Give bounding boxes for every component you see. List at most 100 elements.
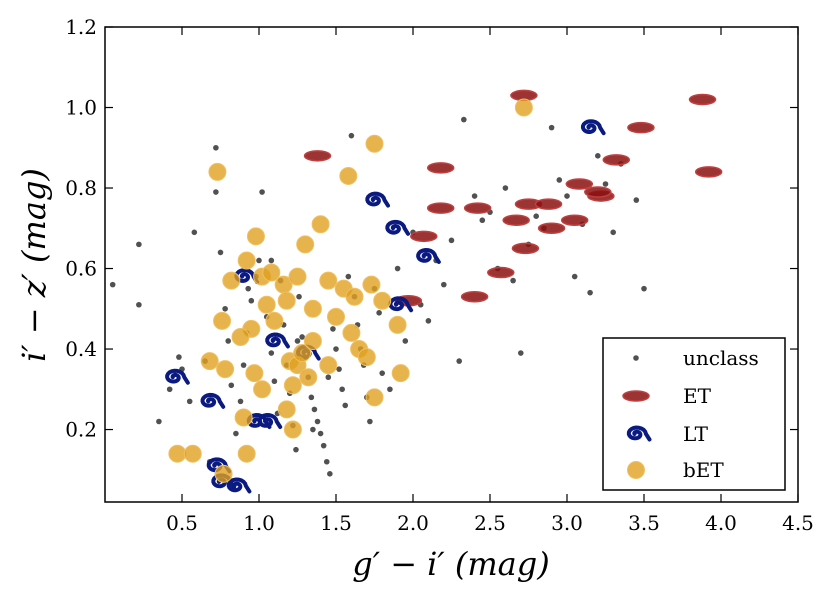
bET-point-39 (277, 400, 296, 419)
unclass-point-8 (191, 229, 198, 236)
ET-point-5 (602, 154, 631, 166)
data-points (109, 89, 723, 502)
unclass-point-71 (456, 358, 463, 364)
bET-point-14 (319, 271, 338, 290)
unclass-point-84 (556, 177, 563, 183)
unclass-point-95 (268, 257, 275, 264)
unclass-point-67 (425, 318, 432, 324)
bET-point-9 (262, 263, 281, 282)
x-tick-label-1: 1.0 (243, 511, 275, 535)
LT-point-4 (234, 268, 260, 285)
LT-point-9 (200, 392, 226, 409)
bET-point-2 (208, 162, 227, 181)
bET-point-5 (246, 227, 265, 246)
unclass-point-24 (259, 189, 265, 195)
ET-point-15 (560, 214, 589, 226)
LT-point-5 (388, 296, 414, 313)
unclass-point-0 (109, 281, 116, 288)
unclass-point-21 (248, 297, 255, 304)
ET-point-7 (565, 178, 594, 190)
bET-point-37 (283, 376, 302, 395)
LT-point-3 (416, 248, 441, 264)
x-tick-label-8: 4.5 (782, 511, 814, 535)
unclass-point-51 (345, 273, 352, 280)
ET-point-16 (537, 222, 566, 235)
LT-point-2 (385, 219, 411, 236)
bET-point-1 (365, 134, 384, 153)
legend-label-unclass: unclass (683, 346, 759, 370)
legend-item-ET: ET (622, 384, 712, 408)
series-bET (168, 98, 533, 483)
bET-point-20 (303, 299, 322, 318)
unclass-point-69 (441, 281, 447, 288)
bET-point-34 (391, 364, 410, 383)
unclass-point-44 (323, 458, 330, 465)
unclass-point-42 (317, 430, 324, 437)
unclass-point-52 (348, 132, 355, 139)
legend-LT-point-0 (626, 425, 652, 442)
unclass-point-94 (641, 285, 647, 292)
bET-point-27 (357, 348, 376, 367)
bET-point-38 (365, 388, 384, 407)
legend-bET-point-0 (627, 461, 645, 479)
unclass-point-88 (587, 289, 593, 296)
bET-point-6 (296, 235, 315, 254)
unclass-point-97 (325, 374, 332, 381)
unclass-point-86 (571, 273, 578, 280)
y-axis-label: i′ − z′ (mag) (15, 168, 53, 362)
unclass-point-64 (402, 338, 409, 344)
y-tick-label-3: 0.8 (65, 176, 97, 200)
unclass-point-99 (245, 285, 252, 292)
x-tick-label-2: 1.5 (320, 511, 352, 535)
unclass-point-1 (136, 241, 142, 248)
y-tick-label-1: 0.4 (65, 337, 97, 361)
unclass-point-96 (310, 426, 316, 433)
LT-point-11 (257, 413, 283, 429)
bET-point-13 (288, 267, 307, 286)
LT-point-8 (165, 368, 190, 385)
ET-point-13 (584, 186, 612, 198)
unclass-point-60 (376, 310, 382, 316)
unclass-point-79 (518, 350, 524, 356)
x-tick-label-7: 4.0 (705, 511, 737, 535)
unclass-point-43 (320, 442, 327, 449)
bET-point-44 (237, 444, 256, 463)
bET-point-49 (265, 311, 284, 330)
bET-point-43 (183, 444, 202, 463)
legend-item-unclass: unclass (633, 346, 759, 370)
bET-point-47 (303, 331, 322, 350)
unclass-point-19 (240, 362, 247, 368)
bET-point-36 (253, 380, 272, 399)
unclass-point-62 (387, 386, 393, 393)
unclass-point-39 (308, 394, 315, 401)
x-tick-label-3: 2.0 (397, 511, 429, 535)
bET-point-17 (362, 275, 381, 294)
unclass-point-36 (299, 334, 305, 340)
ET-point-12 (534, 198, 563, 210)
legend-label-ET: ET (683, 384, 712, 408)
bET-point-33 (319, 356, 338, 375)
bET-point-46 (293, 344, 312, 363)
y-tick-label-2: 0.6 (65, 257, 97, 281)
legend-unclass-point-0 (633, 355, 639, 361)
unclass-point-50 (342, 402, 349, 409)
unclass-point-13 (217, 249, 224, 256)
legend-label-LT: LT (683, 422, 709, 446)
ET-point-17 (410, 230, 438, 243)
ET-point-18 (511, 242, 540, 255)
bET-point-12 (277, 291, 296, 310)
x-axis-label: g′ − i′ (mag) (352, 545, 549, 583)
unclass-point-85 (564, 193, 570, 199)
unclass-point-49 (339, 386, 345, 393)
bET-point-4 (311, 215, 330, 234)
bET-point-30 (200, 352, 219, 371)
ET-point-4 (426, 162, 455, 174)
unclass-point-23 (256, 257, 262, 264)
unclass-point-83 (548, 124, 555, 131)
bET-point-41 (283, 420, 302, 439)
unclass-point-81 (533, 213, 539, 219)
bET-point-35 (299, 368, 318, 387)
bET-point-24 (342, 323, 361, 342)
legend-item-LT: LT (626, 422, 709, 446)
